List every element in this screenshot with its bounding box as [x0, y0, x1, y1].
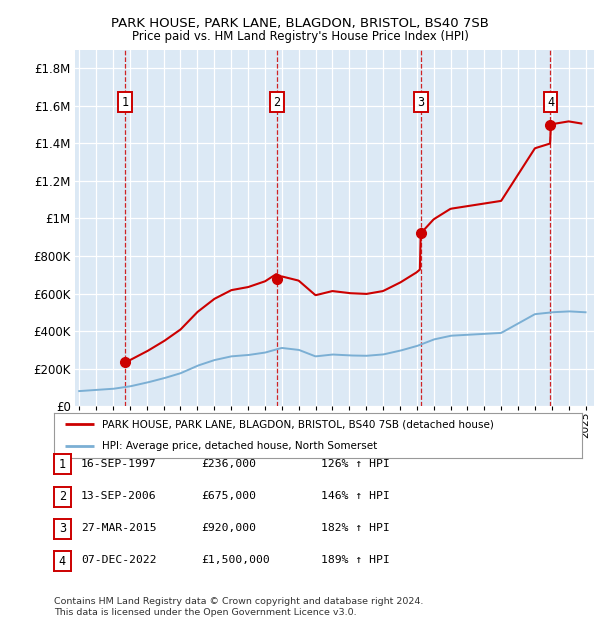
Text: 07-DEC-2022: 07-DEC-2022	[81, 556, 157, 565]
Text: 189% ↑ HPI: 189% ↑ HPI	[321, 556, 390, 565]
Text: 3: 3	[59, 523, 66, 535]
Text: 4: 4	[59, 555, 66, 567]
Text: PARK HOUSE, PARK LANE, BLAGDON, BRISTOL, BS40 7SB: PARK HOUSE, PARK LANE, BLAGDON, BRISTOL,…	[111, 17, 489, 30]
Text: 1: 1	[121, 95, 128, 108]
Text: Contains HM Land Registry data © Crown copyright and database right 2024.
This d: Contains HM Land Registry data © Crown c…	[54, 598, 424, 617]
Text: £920,000: £920,000	[201, 523, 256, 533]
Text: £1,500,000: £1,500,000	[201, 556, 270, 565]
Text: 1: 1	[59, 458, 66, 471]
Text: 27-MAR-2015: 27-MAR-2015	[81, 523, 157, 533]
Text: 2: 2	[273, 95, 280, 108]
Text: Price paid vs. HM Land Registry's House Price Index (HPI): Price paid vs. HM Land Registry's House …	[131, 30, 469, 43]
Text: 4: 4	[547, 95, 554, 108]
Text: £675,000: £675,000	[201, 491, 256, 501]
Text: 182% ↑ HPI: 182% ↑ HPI	[321, 523, 390, 533]
Text: 3: 3	[417, 95, 424, 108]
Text: PARK HOUSE, PARK LANE, BLAGDON, BRISTOL, BS40 7SB (detached house): PARK HOUSE, PARK LANE, BLAGDON, BRISTOL,…	[101, 419, 493, 429]
Text: 126% ↑ HPI: 126% ↑ HPI	[321, 459, 390, 469]
Text: 16-SEP-1997: 16-SEP-1997	[81, 459, 157, 469]
Text: HPI: Average price, detached house, North Somerset: HPI: Average price, detached house, Nort…	[101, 441, 377, 451]
Text: 146% ↑ HPI: 146% ↑ HPI	[321, 491, 390, 501]
Text: 2: 2	[59, 490, 66, 503]
Text: 13-SEP-2006: 13-SEP-2006	[81, 491, 157, 501]
Text: £236,000: £236,000	[201, 459, 256, 469]
